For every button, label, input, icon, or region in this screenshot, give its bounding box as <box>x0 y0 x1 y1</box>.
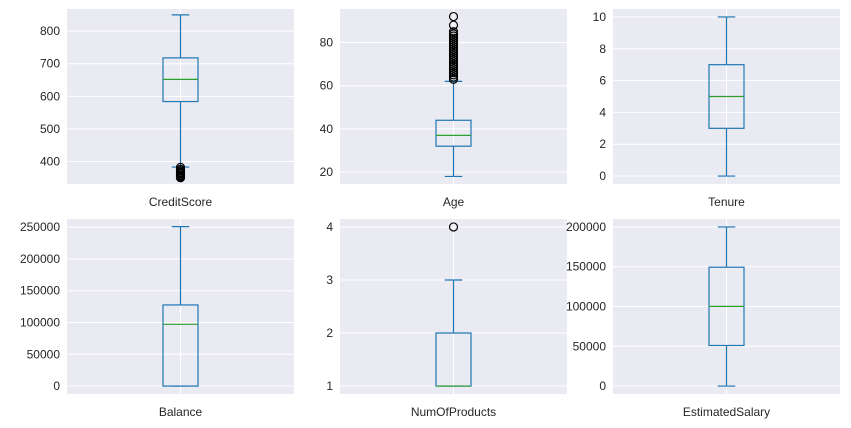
y-tick-label: 20 <box>320 165 334 179</box>
x-axis-label: EstimatedSalary <box>683 405 770 419</box>
boxplot-panel-creditscore: 400 500 600 700 800 CreditScore <box>40 9 294 209</box>
y-tick-label: 800 <box>40 24 60 38</box>
outlier-point <box>448 27 459 37</box>
y-tick-label: 3 <box>326 273 333 287</box>
y-tick-label: 4 <box>599 105 606 119</box>
y-tick-label: 600 <box>40 89 60 103</box>
boxplot-panel-estimatedsalary: 0 50000 100000 150000 200000 EstimatedSalary <box>566 219 840 419</box>
y-tick-label: 0 <box>53 379 60 393</box>
outlier-point <box>448 222 459 232</box>
x-axis-label: NumOfProducts <box>411 405 496 419</box>
boxplot-panel-tenure: 0 2 4 6 8 10 Tenure <box>593 9 840 209</box>
y-tick-label: 8 <box>599 42 606 56</box>
iqr-box <box>435 119 472 147</box>
y-tick-label: 100000 <box>20 316 60 330</box>
y-tick-label: 60 <box>320 79 334 93</box>
x-axis-label: Balance <box>159 405 203 419</box>
y-tick-label: 150000 <box>20 284 60 298</box>
y-tick-label: 400 <box>40 155 60 169</box>
x-axis-label: Age <box>443 195 465 209</box>
y-tick-label: 40 <box>320 122 334 136</box>
x-axis-label: Tenure <box>708 195 745 209</box>
y-tick-label: 0 <box>599 169 606 183</box>
y-tick-label: 200000 <box>20 252 60 266</box>
iqr-box <box>162 304 199 387</box>
y-tick-label: 150000 <box>566 260 606 274</box>
outlier-point <box>448 11 459 22</box>
y-tick-label: 10 <box>593 10 607 24</box>
y-tick-label: 0 <box>599 379 606 393</box>
boxplot-panel-balance: 0 50000 100000 150000 200000 250000 Balance <box>20 219 294 419</box>
y-tick-label: 200000 <box>566 220 606 234</box>
y-tick-label: 80 <box>320 35 334 49</box>
y-tick-label: 2 <box>599 137 606 151</box>
y-tick-label: 700 <box>40 57 60 71</box>
y-tick-label: 2 <box>326 326 333 340</box>
outlier-point <box>448 20 459 30</box>
y-tick-label: 50000 <box>573 339 607 353</box>
outlier-point <box>175 173 186 183</box>
y-tick-label: 1 <box>326 379 333 393</box>
y-tick-label: 50000 <box>27 347 61 361</box>
y-tick-label: 250000 <box>20 220 60 234</box>
y-tick-label: 100000 <box>566 300 606 314</box>
y-tick-label: 4 <box>326 220 333 234</box>
y-tick-label: 500 <box>40 122 60 136</box>
y-tick-label: 6 <box>599 74 606 88</box>
boxplot-panel-age: 20 40 60 80 Age <box>320 9 567 209</box>
boxplot-panel-numofproducts: 1 2 3 4 NumOfProducts <box>326 219 567 419</box>
x-axis-label: CreditScore <box>149 195 213 209</box>
